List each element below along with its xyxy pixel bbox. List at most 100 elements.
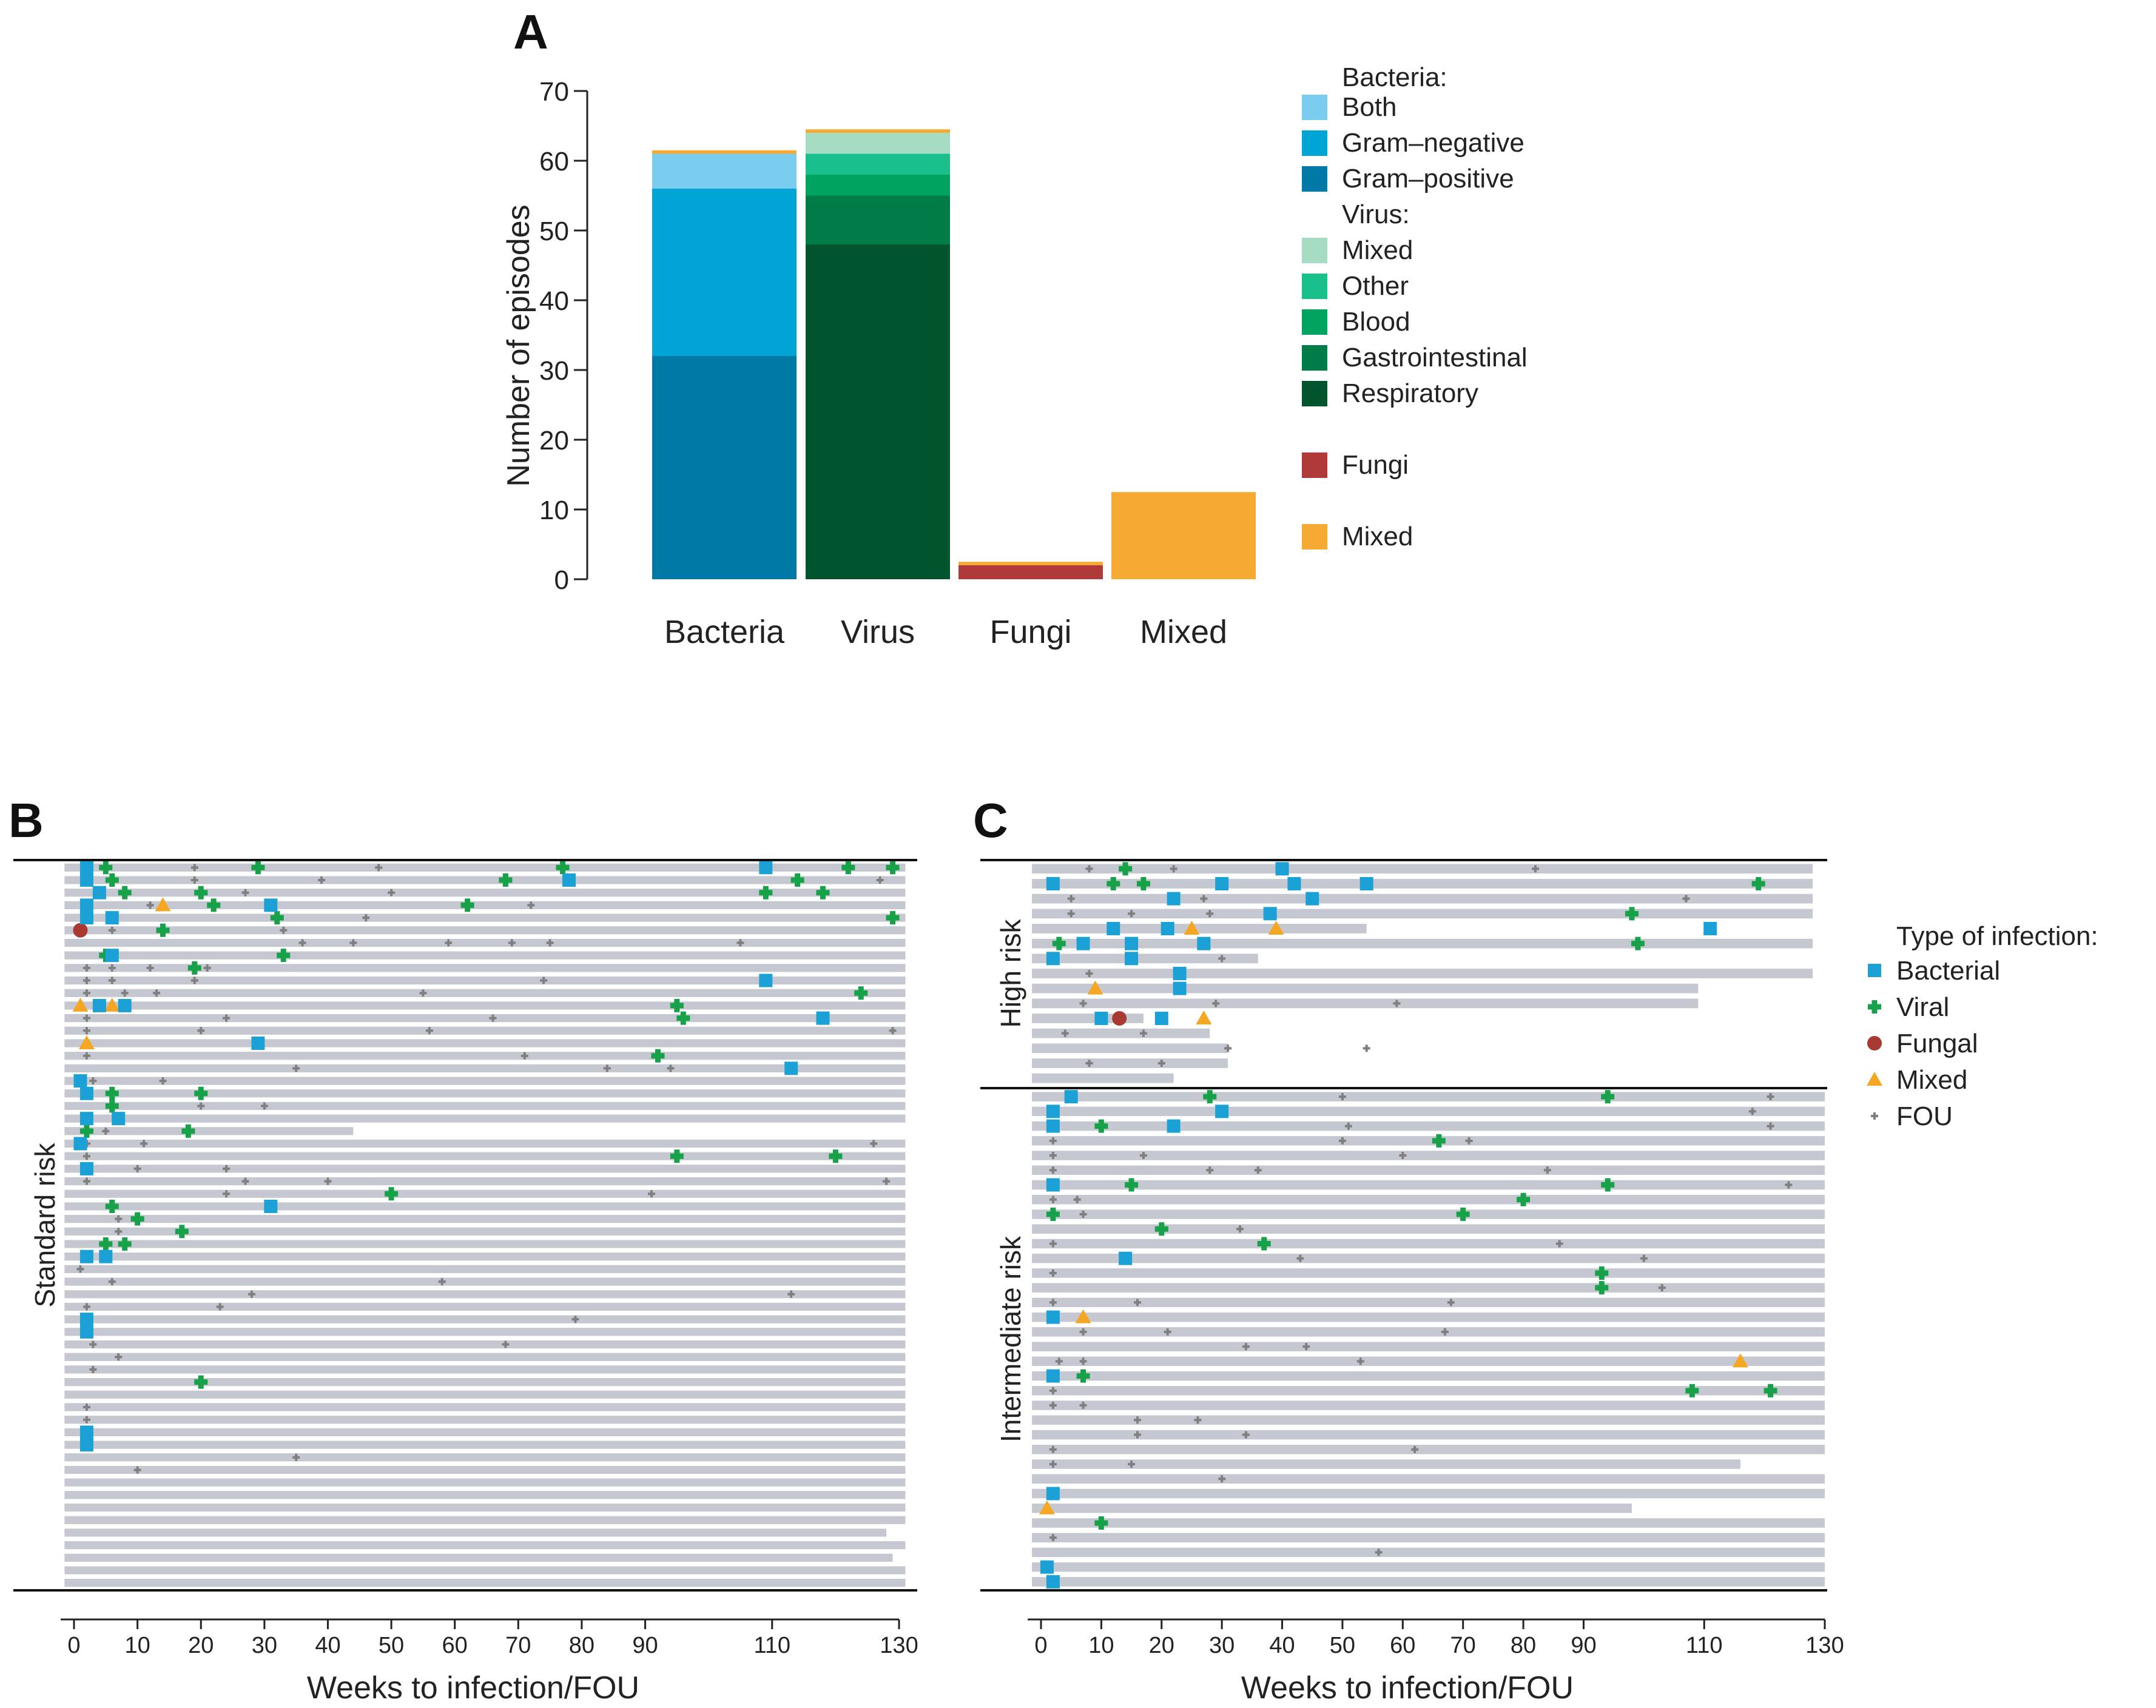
fou-marker: [133, 1466, 141, 1474]
bar-segment: [652, 150, 797, 154]
bar-segment: [806, 153, 950, 175]
viral-marker: [118, 886, 132, 899]
viral-marker: [1052, 936, 1066, 950]
fou-marker: [1049, 1195, 1057, 1203]
fou-marker: [603, 1064, 611, 1072]
patient-lane: [64, 1014, 906, 1023]
patient-lane: [64, 876, 906, 884]
legend-swatch: [1302, 345, 1327, 371]
fou-marker: [115, 1215, 123, 1223]
x-tick-label: 130: [1805, 1633, 1844, 1658]
fou-marker: [1242, 1431, 1250, 1439]
bacterial-marker: [79, 861, 93, 875]
legend-swatch: [1302, 274, 1327, 299]
patient-lane: [64, 1177, 906, 1186]
bacterial-marker: [759, 973, 773, 987]
legend-swatch: [1302, 130, 1327, 156]
bacterial-marker: [1173, 967, 1187, 980]
mixed-marker: [1039, 1500, 1055, 1515]
fou-marker: [438, 1278, 446, 1286]
viral-marker: [676, 1011, 690, 1025]
patient-lane: [1032, 1224, 1825, 1234]
bacterial-marker: [1287, 877, 1301, 890]
panel-b: B 0 10 20 30 40 50 60 70 80 90 110 130 Weeks to inf…: [8, 793, 918, 1706]
bacterial-marker: [1173, 981, 1187, 995]
fou-marker: [146, 901, 154, 909]
viral-marker: [1601, 1090, 1615, 1104]
fou-marker: [1212, 1000, 1220, 1007]
fou-marker: [1224, 1044, 1232, 1052]
fou-marker: [1139, 1029, 1147, 1037]
mixed-marker: [1867, 1072, 1882, 1086]
bacterial-marker: [1046, 1310, 1060, 1324]
fou-marker: [1555, 1240, 1563, 1248]
panel-a-category-labels: Bacteria Virus Fungi Mixed: [664, 614, 1227, 650]
fou-marker: [1767, 1122, 1774, 1130]
category-label: Bacteria: [664, 614, 785, 650]
bacterial-marker: [92, 998, 106, 1012]
viral-marker: [251, 861, 265, 875]
bar-segment: [958, 562, 1103, 565]
viral-marker: [1136, 877, 1150, 890]
y-tick-label: 70: [539, 77, 569, 107]
viral-marker: [99, 1237, 113, 1251]
panel-b-events: [72, 861, 900, 1474]
bacterial-marker: [1119, 1251, 1133, 1265]
patient-lane: [1032, 1283, 1825, 1293]
fou-marker: [1465, 1137, 1473, 1145]
bacterial-marker: [1107, 922, 1120, 935]
fou-marker: [667, 1064, 675, 1072]
legend-swatch: [1302, 238, 1327, 263]
fou-marker: [1079, 1211, 1087, 1218]
bacterial-marker: [1125, 936, 1139, 950]
fou-marker: [1049, 1166, 1057, 1174]
fou-marker: [153, 989, 160, 997]
fou-marker: [1067, 910, 1075, 918]
patient-lane: [64, 1378, 906, 1387]
patient-lane: [64, 1503, 906, 1512]
mixed-marker: [1184, 921, 1200, 935]
fou-marker: [540, 977, 548, 984]
patient-lane: [64, 1328, 906, 1336]
panel-c: C 0 10 20 30 40 50 60 70 80 90 110 130 Weeks to inf…: [973, 793, 2098, 1706]
patient-lane: [64, 1240, 906, 1248]
fou-marker: [1206, 1166, 1214, 1174]
panel-c-letter: C: [973, 793, 1008, 847]
patient-lane: [1032, 1503, 1632, 1513]
panel-c-x-axis: 0 10 20 30 40 50 60 70 80 90 110 130: [980, 859, 1844, 1658]
patient-lane: [1032, 969, 1813, 978]
fou-marker: [388, 889, 396, 896]
fou-marker: [1085, 970, 1093, 977]
fou-marker: [115, 1228, 123, 1236]
patient-lane: [64, 1390, 906, 1399]
viral-marker: [385, 1187, 399, 1201]
x-tick-label: 60: [1390, 1633, 1415, 1658]
x-tick-label: 40: [315, 1633, 340, 1658]
patient-lane: [1032, 1445, 1825, 1454]
patient-lane: [64, 989, 906, 997]
viral-marker: [105, 1199, 119, 1213]
fou-marker: [648, 1190, 655, 1198]
patient-lane: [64, 1478, 906, 1487]
fou-marker: [140, 1140, 148, 1148]
y-tick-label: 20: [539, 426, 569, 456]
fou-marker: [1128, 910, 1136, 918]
fou-marker: [1399, 1152, 1407, 1160]
fou-marker: [83, 1303, 90, 1311]
fou-marker: [489, 1014, 497, 1022]
viral-marker: [270, 911, 284, 925]
panel-b-group-labels: Standard risk: [29, 1142, 61, 1307]
patient-lane: [64, 1428, 906, 1436]
mixed-marker: [1268, 921, 1284, 935]
bacterial-marker: [264, 1199, 278, 1213]
viral-marker: [460, 898, 474, 912]
patient-lane: [64, 913, 906, 922]
patient-lane: [64, 1290, 906, 1299]
patient-lane: [1032, 1239, 1825, 1249]
fou-marker: [571, 1316, 579, 1323]
bacterial-marker: [79, 1249, 93, 1263]
legend-swatch: [1302, 452, 1327, 478]
fou-marker: [298, 939, 306, 947]
legend-label: Mixed: [1342, 235, 1413, 265]
fou-marker: [1073, 1195, 1081, 1203]
